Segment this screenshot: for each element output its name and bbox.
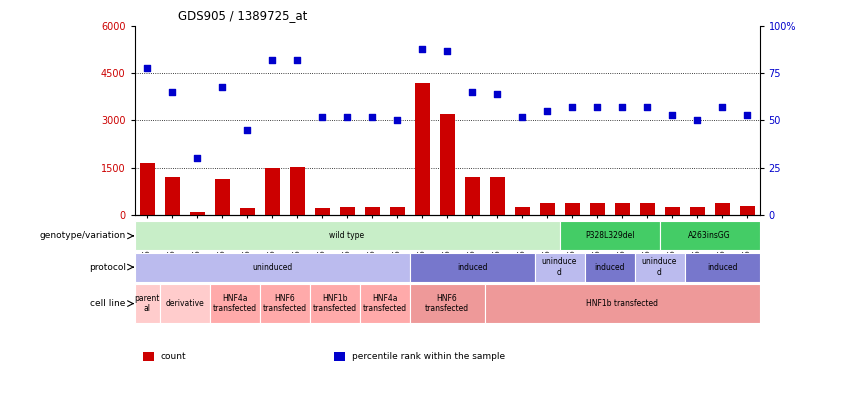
Bar [584, 253, 635, 282]
Point [315, 113, 329, 120]
Text: percentile rank within the sample: percentile rank within the sample [352, 352, 504, 360]
Point [165, 89, 179, 96]
Bar [290, 167, 305, 215]
Point [565, 104, 579, 111]
Point [365, 113, 379, 120]
Bar [484, 284, 760, 323]
Point [265, 57, 279, 64]
Point [140, 64, 154, 71]
Bar [240, 208, 254, 215]
Text: induced: induced [595, 262, 625, 272]
Point [615, 104, 629, 111]
Text: uninduced: uninduced [252, 262, 293, 272]
Bar [359, 284, 410, 323]
Text: HNF4a
transfected: HNF4a transfected [213, 294, 257, 313]
Text: protocol: protocol [89, 262, 126, 272]
Text: HNF6
transfected: HNF6 transfected [262, 294, 306, 313]
Text: induced: induced [457, 262, 487, 272]
Bar [689, 207, 705, 215]
Bar [589, 203, 604, 215]
Bar [310, 284, 359, 323]
Bar [740, 206, 754, 215]
Point [415, 46, 429, 52]
Bar [464, 177, 479, 215]
Point [640, 104, 654, 111]
Bar [314, 208, 330, 215]
Bar [365, 207, 379, 215]
Text: induced: induced [707, 262, 737, 272]
Bar [209, 284, 260, 323]
Bar [160, 284, 209, 323]
Text: HNF6
transfected: HNF6 transfected [425, 294, 469, 313]
Text: P328L329del: P328L329del [585, 231, 635, 241]
Bar [265, 168, 279, 215]
Text: uninduce
d: uninduce d [641, 258, 677, 277]
Bar [615, 203, 629, 215]
Text: HNF1b
transfected: HNF1b transfected [312, 294, 357, 313]
Text: parent
al: parent al [135, 294, 160, 313]
Point [290, 57, 304, 64]
Bar [189, 212, 205, 215]
Point [515, 113, 529, 120]
Point [715, 104, 729, 111]
Bar [135, 284, 160, 323]
Point [340, 113, 354, 120]
Point [540, 108, 554, 114]
Point [590, 104, 604, 111]
Bar [410, 284, 484, 323]
Bar [135, 221, 560, 250]
Bar [439, 114, 455, 215]
Bar [410, 253, 535, 282]
Bar [714, 203, 729, 215]
Bar [685, 253, 760, 282]
Bar [535, 253, 584, 282]
Point [440, 47, 454, 54]
Bar [640, 203, 654, 215]
Point [465, 89, 479, 96]
Bar [660, 221, 760, 250]
Point [190, 155, 204, 162]
Bar [415, 83, 430, 215]
Point [490, 91, 504, 97]
Text: HNF1b transfected: HNF1b transfected [586, 299, 658, 308]
Text: GDS905 / 1389725_at: GDS905 / 1389725_at [178, 9, 307, 22]
Text: uninduce
d: uninduce d [542, 258, 577, 277]
Point [690, 117, 704, 124]
Text: HNF4a
transfected: HNF4a transfected [363, 294, 406, 313]
Text: genotype/variation: genotype/variation [40, 231, 126, 241]
Bar [515, 207, 529, 215]
Point [740, 112, 754, 118]
Point [665, 112, 679, 118]
Bar [564, 203, 580, 215]
Text: A263insGG: A263insGG [688, 231, 731, 241]
Text: wild type: wild type [330, 231, 365, 241]
Bar [540, 203, 555, 215]
Bar [339, 207, 354, 215]
Text: count: count [161, 352, 187, 360]
Bar [490, 177, 504, 215]
Bar [135, 253, 410, 282]
Text: derivative: derivative [165, 299, 204, 308]
Point [240, 127, 254, 133]
Bar [665, 207, 680, 215]
Bar [560, 221, 660, 250]
Point [390, 117, 404, 124]
Bar [140, 163, 155, 215]
Bar [260, 284, 310, 323]
Point [215, 83, 229, 90]
Bar [165, 177, 180, 215]
Bar [390, 207, 404, 215]
Bar [214, 179, 229, 215]
Bar [635, 253, 685, 282]
Text: cell line: cell line [90, 299, 126, 308]
